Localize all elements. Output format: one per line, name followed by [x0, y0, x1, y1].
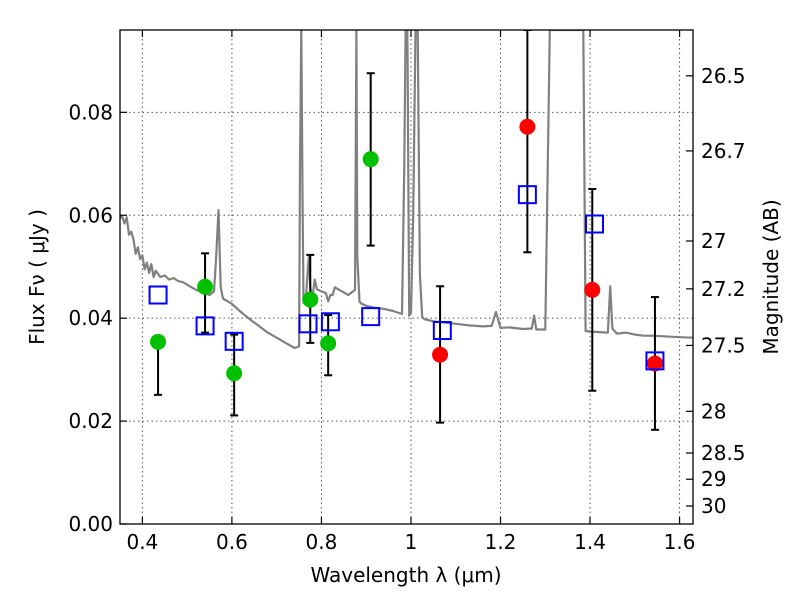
right-tick-label: 28 [701, 399, 726, 423]
model-photometry-point [585, 214, 605, 234]
axes: 0.4 0.6 0.8 1 1.2 1.4 1.6 0.00 0.02 0.04 0.06 0.08 2… [68, 30, 746, 554]
data-point [150, 333, 167, 350]
right-tick-label: 26.7 [701, 139, 746, 163]
y-axis-label: Flux Fν ( μJy ) [25, 209, 49, 345]
right-tick-label: 28.5 [701, 441, 746, 465]
errorbar-layer [154, 30, 659, 431]
right-tick-label: 30 [701, 494, 726, 518]
data-point [519, 118, 536, 135]
x-axis-label: Wavelength λ (μm) [310, 563, 501, 587]
x-tick-label: 0.4 [126, 530, 158, 554]
x-tick-label: 0.6 [216, 530, 248, 554]
data-point [432, 346, 449, 363]
y-tick-label: 0.08 [68, 100, 113, 124]
model-photometry-point [298, 314, 318, 334]
model-sed-layer [120, 30, 693, 350]
marker-layer [148, 118, 665, 382]
right-tick-label: 29 [701, 467, 726, 491]
data-point [320, 335, 337, 352]
x-tick-label: 1.2 [485, 530, 517, 554]
model-photometry-point [361, 307, 381, 327]
data-point [226, 365, 243, 382]
y-tick-label: 0.02 [68, 409, 113, 433]
y-tick-label: 0.00 [68, 512, 113, 536]
model-photometry-point [645, 351, 665, 371]
model-photometry-point [517, 185, 537, 205]
x-tick-label: 0.8 [306, 530, 338, 554]
data-point [197, 278, 214, 295]
model-photometry-point [432, 321, 452, 341]
model-photometry-point [224, 331, 244, 351]
data-point [362, 151, 379, 168]
y-tick-label: 0.06 [68, 203, 113, 227]
right-tick-label: 27.5 [701, 333, 746, 357]
data-point [302, 291, 319, 308]
data-point [584, 281, 601, 298]
model-photometry-point [195, 316, 215, 336]
x-tick-label: 1.4 [574, 530, 606, 554]
model-photometry-point [320, 312, 340, 332]
model-photometry-point [148, 285, 168, 305]
model-sed-line [120, 30, 693, 350]
right-tick-label: 27.2 [701, 277, 746, 301]
right-axis-label: Magnitude (AB) [759, 199, 783, 354]
y-tick-label: 0.04 [68, 306, 113, 330]
x-tick-label: 1 [405, 530, 418, 554]
x-tick-label: 1.6 [664, 530, 696, 554]
right-tick-label: 27 [701, 229, 726, 253]
plot-frame [119, 29, 694, 525]
right-tick-label: 26.5 [701, 64, 746, 88]
